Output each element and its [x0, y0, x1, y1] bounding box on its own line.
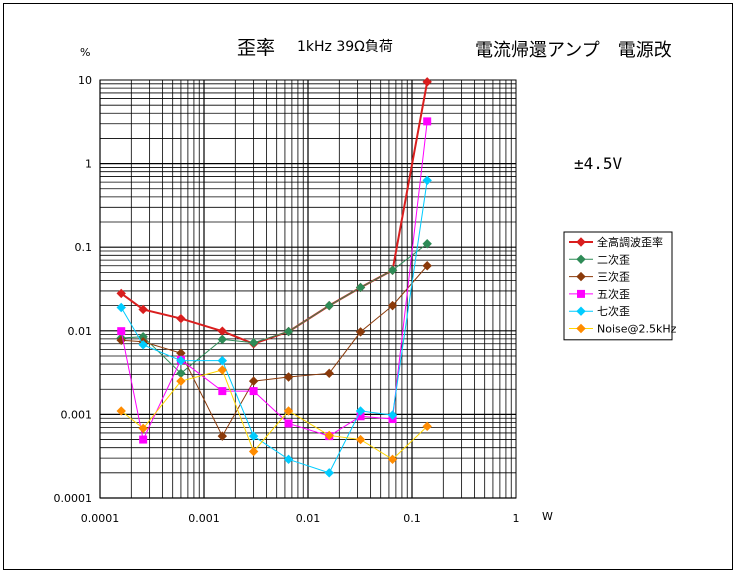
data-point — [248, 431, 259, 441]
data-point — [324, 430, 334, 441]
x-axis-label: W — [542, 510, 553, 523]
data-point — [138, 340, 148, 350]
data-point — [283, 406, 294, 416]
data-point — [387, 410, 398, 420]
series-lines — [116, 77, 432, 478]
y-tick-label: 0.01 — [68, 325, 93, 338]
data-point — [116, 302, 126, 313]
data-point — [176, 313, 186, 324]
data-point — [283, 372, 294, 382]
chart-title: 歪率 — [237, 37, 276, 59]
series-line — [120, 121, 428, 442]
series-5 — [116, 365, 432, 465]
data-point — [284, 419, 293, 428]
tick-labels: 0.0001 0.001 0.01 0.1 1 10 0.0001 0.001 0.01 0.1 1 — [54, 74, 520, 525]
data-point — [176, 376, 186, 386]
data-point — [283, 454, 294, 465]
legend-label: 全高調波歪率 — [597, 235, 663, 249]
supply-voltage-annotation: ±4.5V — [574, 154, 623, 173]
data-point — [422, 239, 432, 249]
data-point — [176, 355, 186, 366]
data-point — [355, 282, 366, 293]
data-point — [283, 326, 294, 337]
chart-right-title: 電流帰還アンプ 電源改 — [475, 40, 672, 61]
legend-swatch-marker — [576, 306, 586, 316]
y-tick-label: 0.001 — [61, 408, 93, 421]
x-tick-label: 0.01 — [296, 512, 321, 525]
y-tick-label: 0.1 — [75, 241, 93, 254]
data-point — [217, 334, 228, 345]
series-line — [120, 369, 428, 460]
data-point — [217, 431, 228, 441]
data-point — [422, 175, 432, 186]
y-tick-label: 0.0001 — [54, 492, 93, 505]
data-point — [248, 338, 259, 348]
data-point — [355, 406, 366, 416]
chart-subtitle: 1kHz 39Ω負荷 — [297, 39, 393, 55]
y-tick-label: 1 — [85, 158, 92, 171]
legend-swatch-marker — [576, 237, 586, 247]
x-tick-label: 0.001 — [188, 512, 220, 525]
data-point — [139, 435, 148, 444]
data-point — [248, 446, 259, 457]
data-point — [387, 454, 398, 465]
chart-frame — [3, 3, 733, 570]
legend-label: 三次歪 — [597, 270, 630, 284]
data-point — [218, 387, 227, 396]
x-tick-label: 0.0001 — [81, 512, 120, 525]
data-point — [324, 368, 334, 379]
data-point — [138, 304, 148, 315]
data-point — [355, 434, 366, 445]
x-tick-label: 0.1 — [403, 512, 421, 525]
legend-swatch-marker — [576, 271, 586, 282]
series-line — [121, 265, 428, 438]
data-point — [324, 468, 334, 478]
data-point — [422, 261, 432, 271]
y-axis-label: % — [80, 46, 91, 59]
legend-label: 二次歪 — [597, 252, 630, 266]
data-point — [249, 387, 258, 396]
data-point — [217, 355, 228, 366]
data-point — [387, 265, 398, 275]
y-tick-label: 10 — [78, 74, 92, 87]
legend-box — [563, 231, 673, 341]
grid — [99, 79, 517, 499]
legend-label: 五次歪 — [597, 287, 630, 301]
data-point — [324, 300, 334, 311]
data-point — [217, 365, 228, 375]
legend-label: Noise@2.5kHz — [597, 323, 677, 336]
x-tick-label: 1 — [513, 512, 520, 525]
legend-label: 七次歪 — [597, 304, 630, 318]
legend-swatch-marker — [576, 254, 586, 265]
series-4 — [116, 175, 432, 478]
legend-swatch-marker — [576, 323, 586, 334]
data-point — [138, 423, 148, 434]
data-point — [422, 77, 432, 87]
legend-swatch-marker — [577, 289, 585, 298]
data-point — [423, 117, 432, 126]
series-line — [121, 243, 428, 374]
data-point — [117, 327, 126, 336]
data-point — [422, 421, 432, 432]
data-point — [355, 327, 366, 337]
data-point — [116, 288, 126, 299]
series-line — [120, 180, 428, 474]
data-point — [387, 300, 398, 311]
data-point — [116, 406, 126, 416]
data-point — [248, 376, 259, 386]
